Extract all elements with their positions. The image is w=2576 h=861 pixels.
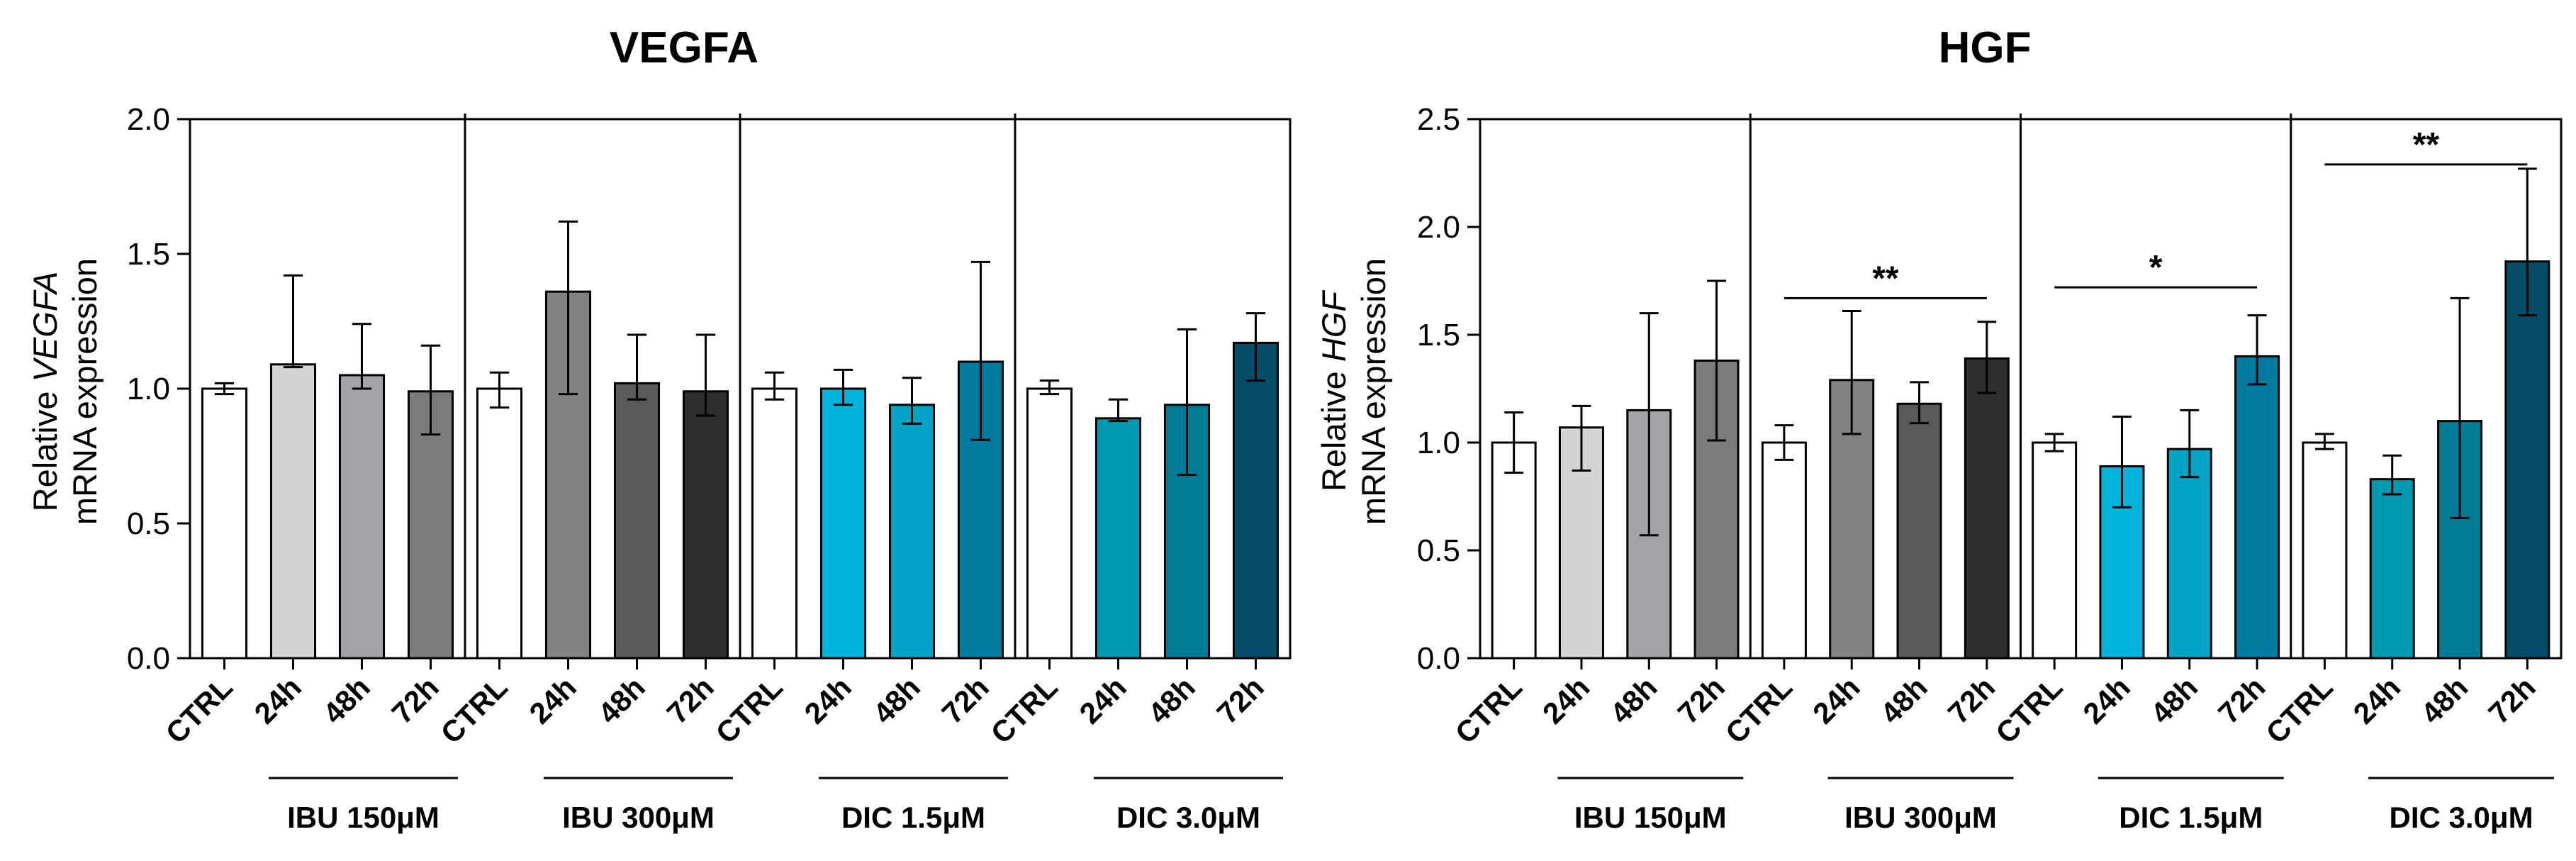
x-tick-label: 48h — [2144, 670, 2204, 730]
group-label: IBU 300μM — [562, 801, 715, 834]
x-tick-label: CTRL — [709, 670, 788, 750]
bar — [1232, 341, 1279, 660]
y-tick-label: 1.0 — [1417, 426, 1460, 460]
bar — [476, 387, 523, 660]
group-label: DIC 3.0μM — [2389, 801, 2533, 834]
x-tick-label: 72h — [1942, 670, 2001, 730]
bar — [2504, 260, 2550, 660]
x-tick-label: CTRL — [434, 670, 513, 750]
y-tick-label: 0.0 — [127, 641, 170, 676]
x-tick-label: 48h — [2414, 670, 2474, 730]
group-label: IBU 150μM — [287, 801, 439, 834]
significance-label: * — [2149, 249, 2163, 287]
x-tick-label: 48h — [1603, 670, 1663, 730]
y-axis-label-gene: HGF — [1315, 290, 1353, 362]
y-tick-label: 0.5 — [127, 506, 170, 541]
x-tick-label: 72h — [660, 670, 719, 730]
x-tick-label: CTRL — [984, 670, 1063, 750]
bar — [201, 387, 248, 660]
bar — [1761, 441, 1807, 660]
bar — [338, 374, 386, 660]
group-label: IBU 300μM — [1844, 801, 1997, 834]
y-tick-label: 1.5 — [1417, 318, 1460, 352]
y-axis-label-prefix: Relative — [1315, 362, 1353, 491]
x-tick-label: 48h — [866, 670, 926, 730]
group-label: DIC 1.5μM — [2119, 801, 2263, 834]
y-tick-label: 1.0 — [127, 372, 170, 406]
y-axis-label-prefix: Relative — [26, 382, 64, 511]
y-tick-label: 2.0 — [1417, 210, 1460, 245]
group-label: DIC 1.5μM — [841, 801, 985, 834]
x-tick-label: 72h — [1210, 670, 1270, 730]
bar — [2369, 478, 2415, 660]
x-tick-label: 48h — [1874, 670, 1933, 730]
bar — [751, 387, 798, 660]
group-label: IBU 150μM — [1574, 801, 1727, 834]
x-tick-label: CTRL — [159, 670, 238, 750]
x-tick-label: 72h — [385, 670, 444, 730]
chart-title: VEGFA — [610, 23, 758, 72]
bar — [407, 390, 454, 660]
x-tick-label: 48h — [591, 670, 651, 730]
y-tick-label: 1.5 — [127, 237, 170, 272]
bar — [1094, 417, 1142, 660]
bar — [613, 382, 661, 660]
bar — [2032, 441, 2078, 660]
x-tick-label: 24h — [2076, 670, 2136, 730]
y-tick-label: 2.5 — [1417, 102, 1460, 137]
x-tick-label: 48h — [1141, 670, 1201, 730]
y-axis-label: Relative HGF mRNA expression — [1315, 258, 1392, 525]
y-axis-label-gene: VEGFA — [26, 272, 64, 382]
x-tick-label: CTRL — [2259, 670, 2339, 750]
x-tick-label: 72h — [935, 670, 995, 730]
bar — [1026, 387, 1073, 660]
group-label: DIC 3.0μM — [1116, 801, 1260, 834]
bar — [1896, 402, 1942, 660]
x-tick-label: CTRL — [1989, 670, 2068, 750]
x-tick-label: 24h — [522, 670, 582, 730]
y-axis-label-line2: mRNA expression — [66, 258, 103, 525]
y-tick-label: 0.5 — [1417, 533, 1460, 568]
y-tick-label: 2.0 — [127, 102, 170, 137]
x-tick-label: 48h — [316, 670, 376, 730]
bar — [682, 390, 729, 660]
bar — [819, 387, 867, 660]
x-tick-label: 72h — [2212, 670, 2271, 730]
significance-label: ** — [2413, 126, 2440, 164]
y-axis-label: Relative VEGFA mRNA expression — [26, 258, 103, 525]
bar — [888, 404, 936, 660]
x-tick-label: 24h — [1806, 670, 1866, 730]
x-tick-label: 24h — [2347, 670, 2407, 730]
x-tick-label: CTRL — [1719, 670, 1798, 750]
bar — [1491, 441, 1537, 660]
y-axis-label-line1: Relative VEGFA — [26, 272, 64, 512]
x-tick-label: 24h — [247, 670, 307, 730]
x-tick-label: 24h — [1536, 670, 1596, 730]
x-tick-label: 72h — [1671, 670, 1731, 730]
y-axis-label-line2: mRNA expression — [1355, 258, 1392, 525]
bar — [2234, 355, 2280, 660]
x-tick-label: 24h — [1073, 670, 1132, 730]
significance-label: ** — [1872, 260, 1899, 297]
y-tick-label: 0.0 — [1417, 641, 1460, 676]
bar — [1964, 357, 2010, 660]
bar — [269, 363, 317, 660]
y-axis-label-line1: Relative HGF — [1315, 290, 1353, 491]
x-tick-label: 24h — [797, 670, 857, 730]
bar — [2302, 441, 2348, 660]
chart-title: HGF — [1939, 23, 2032, 72]
x-tick-label: CTRL — [1449, 670, 1528, 750]
x-tick-label: 72h — [2482, 670, 2541, 730]
bar — [2166, 448, 2212, 660]
